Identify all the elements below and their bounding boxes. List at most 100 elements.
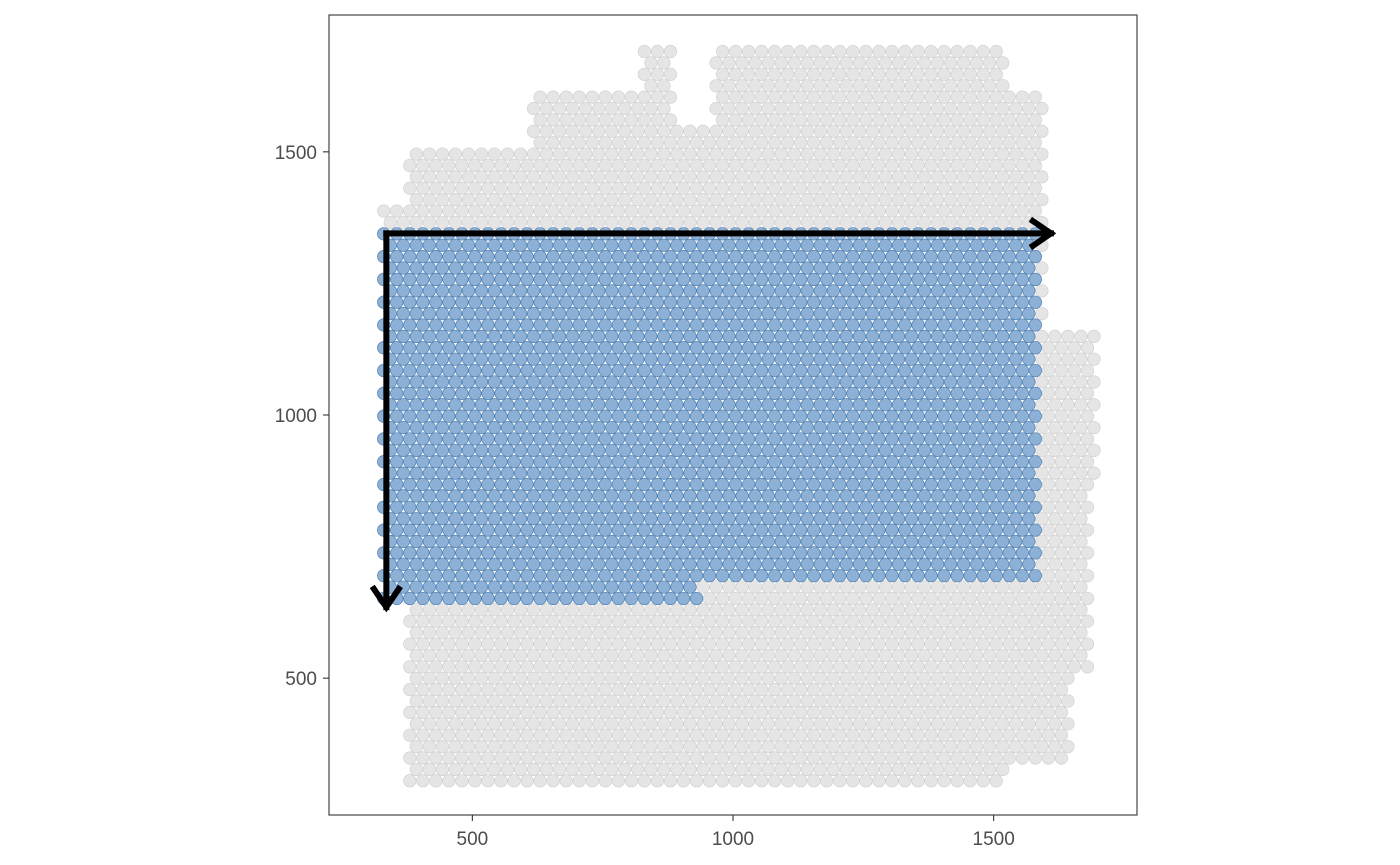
background-spot	[728, 660, 743, 674]
highlighted-spot	[435, 489, 449, 503]
background-spot	[1028, 204, 1042, 218]
highlighted-spot	[429, 591, 443, 606]
background-spot	[1061, 352, 1075, 366]
background-spot	[781, 705, 795, 720]
highlighted-spot	[474, 398, 489, 412]
highlighted-spot	[768, 523, 782, 537]
highlighted-spot	[1022, 534, 1036, 549]
background-spot	[846, 705, 860, 720]
background-spot	[826, 694, 840, 708]
highlighted-spot	[435, 420, 449, 435]
background-spot	[1035, 603, 1049, 617]
highlighted-spot	[820, 432, 834, 446]
highlighted-spot	[494, 295, 508, 309]
highlighted-spot	[989, 432, 1003, 446]
background-spot	[598, 136, 612, 150]
background-spot	[911, 705, 925, 720]
background-spot	[435, 648, 449, 663]
highlighted-spot	[657, 580, 671, 594]
background-spot	[585, 774, 599, 788]
highlighted-spot	[507, 569, 521, 583]
background-spot	[865, 101, 880, 116]
highlighted-spot	[416, 295, 430, 309]
highlighted-spot	[728, 432, 743, 446]
background-spot	[422, 739, 436, 754]
background-spot	[878, 170, 893, 184]
highlighted-spot	[461, 420, 476, 435]
highlighted-spot	[611, 272, 625, 287]
highlighted-spot	[553, 489, 567, 503]
background-spot	[1041, 500, 1055, 514]
background-spot	[618, 193, 632, 207]
highlighted-spot	[702, 409, 717, 423]
highlighted-spot	[807, 569, 821, 583]
background-spot	[1067, 637, 1082, 651]
background-spot	[748, 580, 762, 594]
highlighted-spot	[624, 546, 638, 560]
highlighted-spot	[950, 318, 964, 332]
highlighted-spot	[1009, 420, 1023, 435]
background-spot	[1074, 466, 1088, 480]
background-spot	[1028, 751, 1042, 765]
highlighted-spot	[755, 569, 769, 583]
background-spot	[774, 739, 788, 754]
background-spot	[976, 728, 990, 742]
highlighted-spot	[683, 306, 697, 321]
background-spot	[689, 614, 704, 628]
background-spot	[1035, 124, 1049, 138]
highlighted-spot	[709, 306, 723, 321]
highlighted-spot	[702, 386, 717, 400]
highlighted-spot	[761, 238, 775, 252]
highlighted-spot	[1009, 329, 1023, 344]
background-spot	[963, 181, 977, 195]
highlighted-spot	[585, 523, 599, 537]
highlighted-spot	[566, 512, 580, 526]
background-spot	[572, 660, 586, 674]
highlighted-spot	[533, 409, 547, 423]
background-spot	[930, 215, 945, 230]
highlighted-spot	[852, 352, 867, 366]
highlighted-spot	[422, 352, 436, 366]
highlighted-spot	[794, 386, 808, 400]
background-spot	[898, 705, 912, 720]
background-spot	[657, 671, 671, 685]
highlighted-spot	[963, 363, 977, 378]
background-spot	[728, 705, 743, 720]
background-spot	[715, 683, 730, 697]
highlighted-spot	[663, 341, 678, 355]
highlighted-spot	[605, 284, 619, 298]
highlighted-spot	[689, 455, 704, 469]
highlighted-spot	[455, 272, 469, 287]
background-spot	[996, 170, 1010, 184]
background-spot	[631, 717, 645, 731]
background-spot	[800, 717, 814, 731]
background-spot	[761, 215, 775, 230]
background-spot	[963, 136, 977, 150]
highlighted-spot	[481, 272, 495, 287]
background-spot	[833, 728, 847, 742]
background-spot	[872, 614, 886, 628]
background-spot	[442, 204, 456, 218]
background-spot	[500, 671, 515, 685]
background-spot	[715, 90, 730, 104]
highlighted-spot	[983, 557, 997, 571]
background-spot	[820, 751, 834, 765]
background-spot	[611, 637, 625, 651]
background-spot	[689, 705, 704, 720]
highlighted-spot	[657, 557, 671, 571]
background-spot	[429, 158, 443, 173]
background-spot	[930, 762, 945, 777]
highlighted-spot	[911, 272, 925, 287]
highlighted-spot	[787, 352, 801, 366]
highlighted-spot	[807, 318, 821, 332]
background-spot	[996, 648, 1010, 663]
background-spot	[891, 124, 906, 138]
highlighted-spot	[559, 432, 573, 446]
highlighted-spot	[650, 523, 665, 537]
highlighted-spot	[422, 398, 436, 412]
highlighted-spot	[396, 329, 410, 344]
highlighted-spot	[820, 272, 834, 287]
highlighted-spot	[416, 523, 430, 537]
background-spot	[976, 204, 990, 218]
background-spot	[787, 580, 801, 594]
